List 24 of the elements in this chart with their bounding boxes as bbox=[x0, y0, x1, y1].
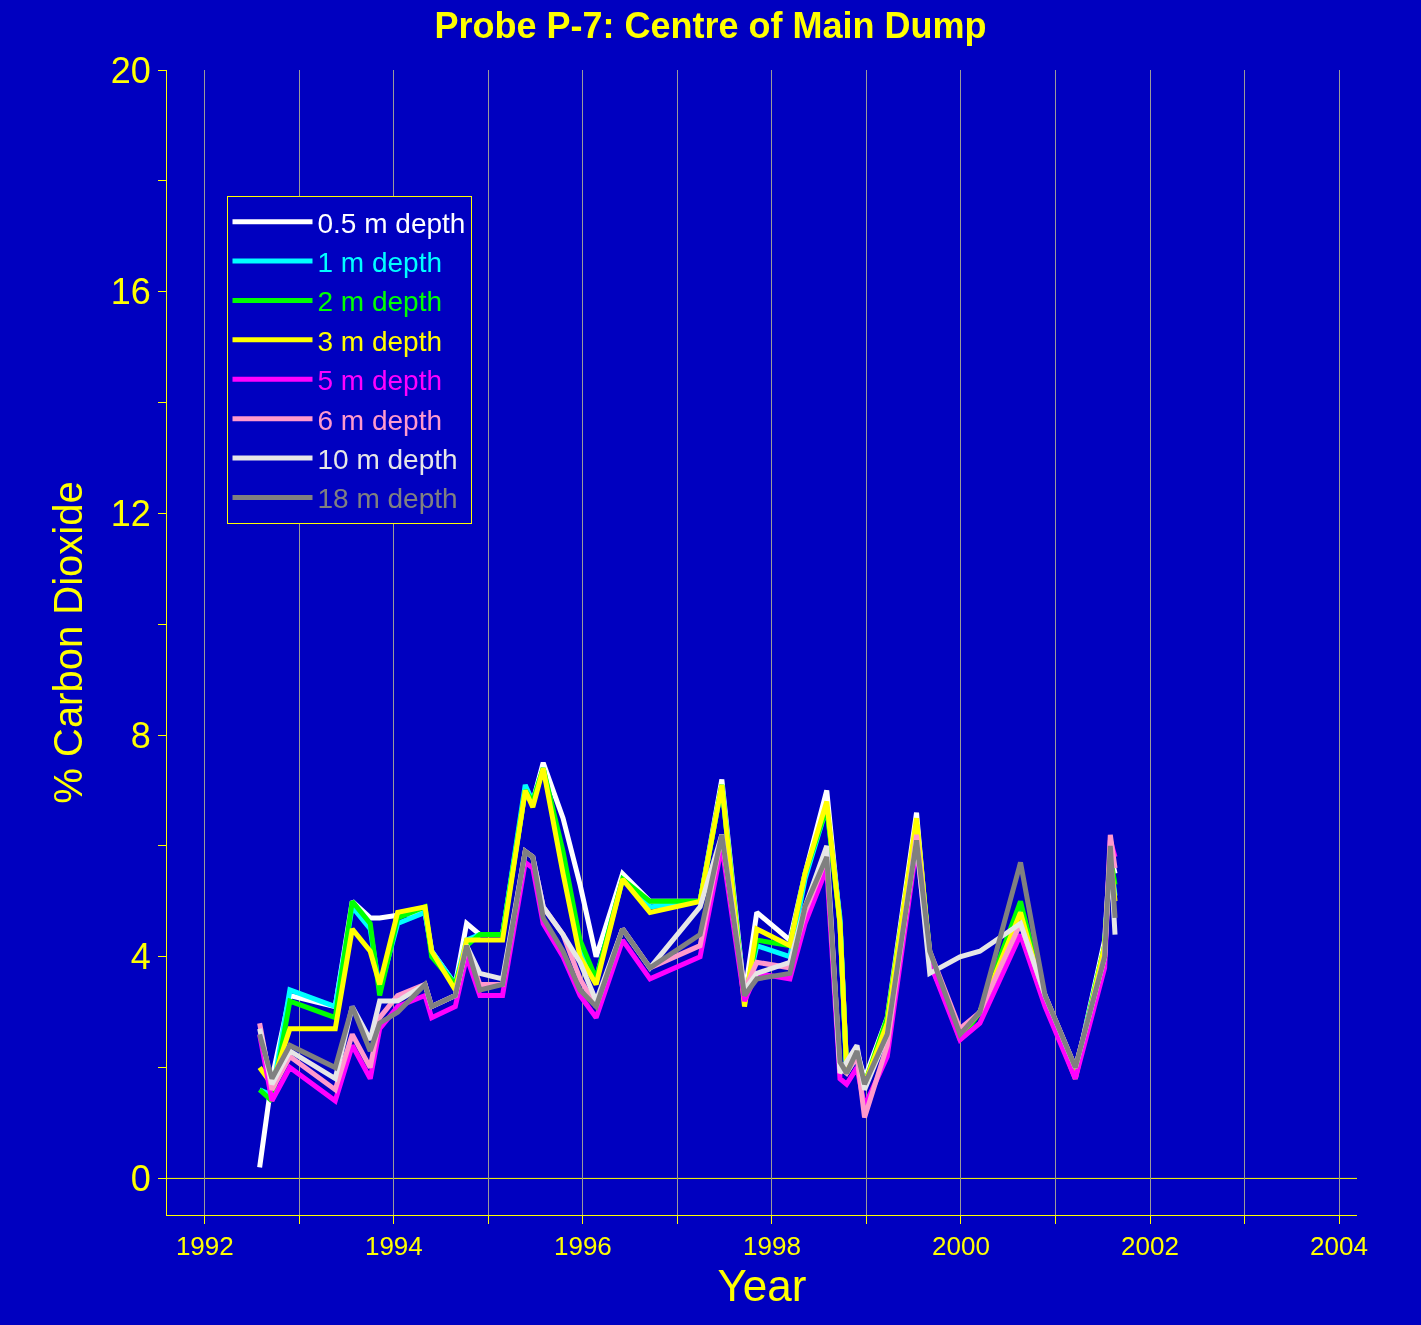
x-tick-label: 2004 bbox=[1310, 1231, 1368, 1262]
legend-label: 2 m depth bbox=[317, 286, 443, 318]
y-tick-label: 8 bbox=[130, 714, 151, 756]
legend-label: 18 m depth bbox=[317, 483, 458, 515]
y-tick-label: 0 bbox=[130, 1158, 151, 1200]
legend-label: 1 m depth bbox=[317, 246, 443, 278]
y-tick-label: 12 bbox=[110, 492, 151, 534]
chart-title: Probe P-7: Centre of Main Dump bbox=[434, 5, 987, 47]
x-tick-label: 2000 bbox=[932, 1231, 990, 1262]
y-tick-label: 4 bbox=[130, 936, 151, 978]
legend-label: 0.5 m depth bbox=[317, 207, 466, 239]
x-tick-label: 1998 bbox=[743, 1231, 801, 1262]
y-axis-title: % Carbon Dioxide bbox=[46, 481, 91, 804]
y-tick-label: 16 bbox=[110, 271, 151, 313]
legend-label: 3 m depth bbox=[317, 325, 443, 357]
x-tick-label: 1996 bbox=[553, 1231, 612, 1262]
y-tick-label: 20 bbox=[110, 49, 151, 91]
x-tick-label: 2002 bbox=[1121, 1231, 1179, 1262]
x-tick-label: 1992 bbox=[175, 1231, 234, 1262]
legend-label: 10 m depth bbox=[317, 443, 458, 475]
legend-label: 6 m depth bbox=[317, 404, 443, 436]
legend-label: 5 m depth bbox=[317, 365, 443, 397]
x-tick-label: 1994 bbox=[364, 1231, 423, 1262]
x-axis-title: Year bbox=[717, 1261, 807, 1311]
